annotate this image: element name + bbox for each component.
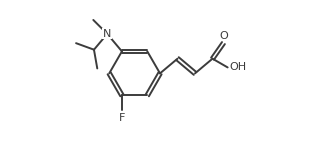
Text: O: O (219, 31, 228, 41)
Text: N: N (103, 29, 111, 39)
Text: F: F (119, 113, 125, 123)
Text: OH: OH (229, 62, 246, 72)
